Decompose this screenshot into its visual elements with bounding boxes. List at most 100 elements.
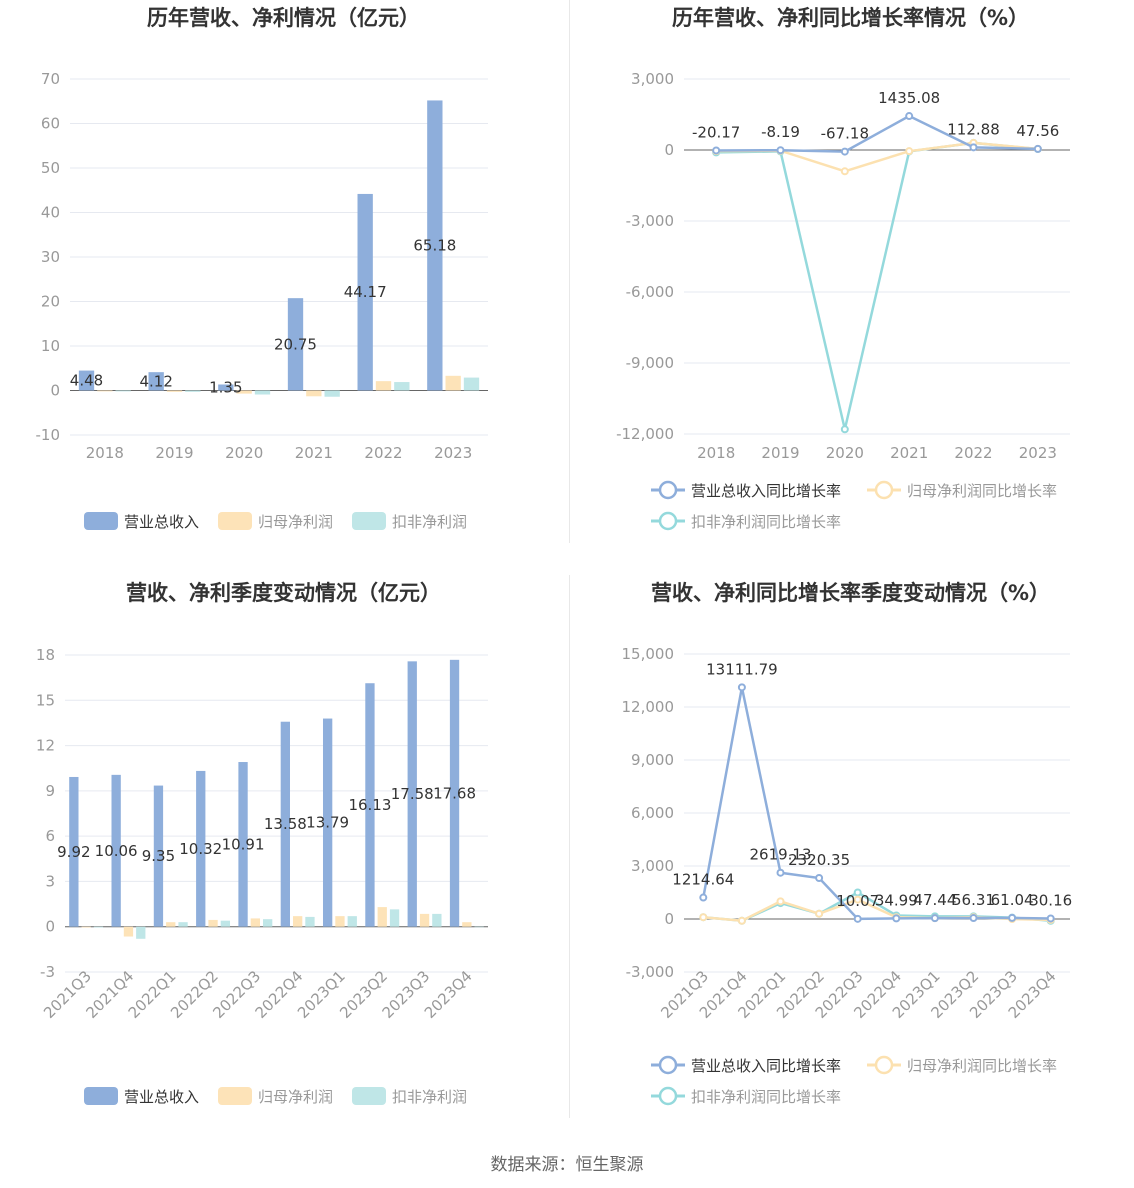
legend-swatch: [218, 512, 252, 530]
data-label: 4.12: [139, 372, 172, 390]
y-tick-label: 6: [45, 827, 55, 845]
bar-net-profit: [445, 375, 461, 391]
x-tick-label: 2019: [761, 444, 799, 462]
bar-revenue: [153, 785, 164, 927]
bar-deducted-profit: [263, 919, 273, 927]
bar-deducted-profit: [389, 909, 400, 927]
chart-quarterly-revenue-profit: 营收、净利季度变动情况（亿元）-303691215182021Q32021Q42…: [36, 581, 488, 1106]
chart-quarterly-growth-rate: 营收、净利同比增长率季度变动情况（%） -3,000 0 3,000 6,000 9,00…: [622, 581, 1073, 1106]
data-point: [892, 914, 901, 923]
data-point: [712, 146, 721, 155]
y-tick-label: 0: [664, 141, 674, 159]
bar-revenue: [287, 298, 304, 391]
data-point: [699, 893, 708, 902]
data-label: 112.88: [947, 120, 1000, 138]
x-tick-label: 2021: [295, 444, 333, 462]
data-label: 10.91: [222, 835, 265, 853]
data-point: [815, 874, 824, 883]
y-tick-label: 15: [36, 691, 55, 709]
y-tick-label: 9: [45, 782, 55, 800]
data-label: 13.79: [306, 814, 349, 832]
legend-label: 归母净利润: [258, 513, 333, 531]
data-point: [776, 897, 785, 906]
legend-label: 扣非净利润同比增长率: [691, 513, 841, 531]
data-label: 17.68: [433, 784, 476, 802]
bar-net-profit: [462, 922, 472, 927]
bar-revenue: [148, 372, 164, 391]
data-point: [853, 895, 862, 904]
legend-swatch: [352, 1087, 386, 1105]
data-label: 17.58: [391, 785, 434, 803]
y-tick-label: 12: [36, 737, 55, 755]
data-point: [840, 425, 849, 434]
bar-revenue: [111, 774, 121, 927]
bar-revenue: [218, 384, 234, 391]
data-point: [1046, 914, 1055, 923]
bar-deducted-profit: [93, 926, 104, 928]
x-tick-label: 2020: [826, 444, 864, 462]
chart-panel-annual-revenue-profit: 历年营收、净利情况（亿元） -10 0 10 20 30 40 50 60 70 2018 2019 2…: [0, 0, 567, 545]
legend-item: 归母净利润同比增长率: [867, 480, 1057, 500]
data-label: 34.99: [875, 891, 918, 909]
bar-net-profit: [236, 390, 252, 394]
panel-divider-bottom: [569, 575, 570, 1118]
legend-item: 归母净利润: [218, 1087, 333, 1106]
bar-deducted-profit: [115, 390, 131, 392]
y-tick-label: -10: [36, 426, 61, 444]
chart-title: 营收、净利季度变动情况（亿元）: [126, 581, 441, 605]
y-tick-label: 3,000: [631, 70, 674, 88]
y-tick-label: 60: [41, 115, 60, 133]
bar-deducted-profit: [347, 916, 357, 927]
legend-item: 归母净利润: [218, 512, 333, 531]
bar-revenue: [365, 683, 375, 927]
bar-net-profit: [250, 918, 261, 927]
legend-label: 归母净利润同比增长率: [907, 1057, 1057, 1075]
data-label: 1214.64: [672, 871, 734, 889]
data-label: 65.18: [413, 236, 456, 254]
data-point: [840, 167, 849, 176]
bar-deducted-profit: [220, 920, 231, 927]
legend-marker: [658, 1055, 678, 1075]
legend-swatch: [352, 512, 386, 530]
data-point: [840, 147, 849, 156]
data-label: 1435.08: [878, 89, 940, 107]
x-tick-label: 2018: [86, 444, 124, 462]
data-label: 30.16: [1029, 891, 1072, 909]
data-label: 4.48: [70, 372, 103, 390]
bar-net-profit: [377, 907, 387, 927]
data-point: [1033, 144, 1042, 153]
x-tick-label: 2022: [954, 444, 992, 462]
data-label: 10.32: [179, 840, 222, 858]
data-label: 2619.13: [749, 846, 811, 864]
bar-deducted-profit: [136, 926, 146, 939]
data-label: -20.17: [692, 123, 740, 141]
data-label: 20.75: [274, 335, 317, 353]
bar-deducted-profit: [254, 390, 271, 395]
y-tick-label: -3: [40, 963, 55, 981]
bar-revenue: [69, 776, 79, 927]
data-label: 9.92: [57, 843, 90, 861]
data-point: [969, 143, 978, 152]
bar-net-profit: [123, 926, 134, 937]
data-point: [699, 913, 708, 922]
data-point: [776, 868, 785, 877]
chart-annual-revenue-profit: 历年营收、净利情况（亿元） -10 0 10 20 30 40 50 60 70 2018 2019 2…: [36, 6, 488, 531]
bar-deducted-profit: [432, 913, 442, 927]
x-tick-label: 2021: [890, 444, 928, 462]
bar-net-profit: [208, 919, 218, 927]
bar-deducted-profit: [178, 922, 188, 927]
data-label: 13111.79: [706, 660, 778, 678]
bar-deducted-profit: [305, 916, 315, 927]
y-tick-label: 9,000: [631, 751, 674, 769]
bar-net-profit: [419, 913, 430, 927]
y-tick-label: 3: [45, 872, 55, 890]
bar-deducted-profit: [185, 390, 201, 392]
data-point: [853, 888, 862, 897]
legend-label: 营业总收入: [124, 1088, 199, 1106]
legend-label: 扣非净利润: [392, 513, 467, 531]
data-point: [776, 146, 785, 155]
data-point: [930, 914, 939, 923]
bar-net-profit: [306, 390, 322, 397]
data-label: -67.18: [821, 125, 869, 143]
legend-item: 扣非净利润同比增长率: [651, 511, 841, 531]
